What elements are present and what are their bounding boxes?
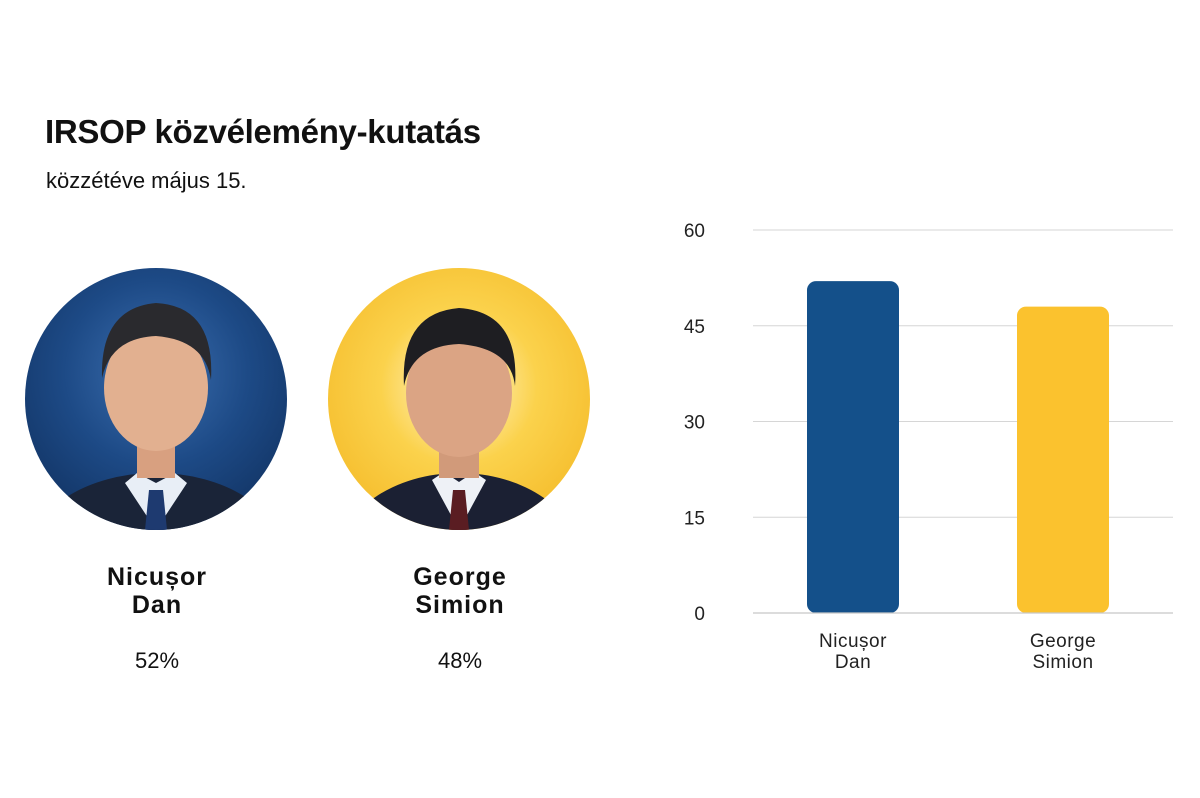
bar — [807, 281, 899, 613]
y-tick-label: 60 — [684, 221, 705, 242]
bar — [1017, 306, 1109, 613]
portrait-icon — [36, 303, 276, 530]
bar-chart: 0 15 30 45 60 Nicușor Dan George Simion — [684, 221, 1173, 673]
page-title: IRSOP közvélemény-kutatás — [45, 113, 481, 150]
x-tick-label: Nicușor Dan — [819, 631, 887, 673]
y-tick-label: 15 — [684, 508, 705, 529]
candidate-name-nicusor-dan: Nicușor Dan — [106, 563, 208, 619]
candidate-percent-nicusor-dan: 52% — [134, 648, 180, 673]
candidate-photo-nicusor-dan — [25, 268, 287, 530]
x-tick-label: George Simion — [1030, 631, 1096, 673]
y-tick-label: 45 — [684, 317, 705, 338]
candidate-percent-george-simion: 48% — [437, 648, 483, 673]
y-tick-label: 30 — [684, 413, 705, 434]
page-subtitle: közzétéve május 15. — [46, 168, 247, 193]
portrait-icon — [345, 308, 573, 530]
candidate-name-george-simion: George Simion — [413, 563, 507, 619]
candidate-photo-george-simion — [328, 268, 590, 530]
y-tick-label: 0 — [694, 604, 705, 625]
